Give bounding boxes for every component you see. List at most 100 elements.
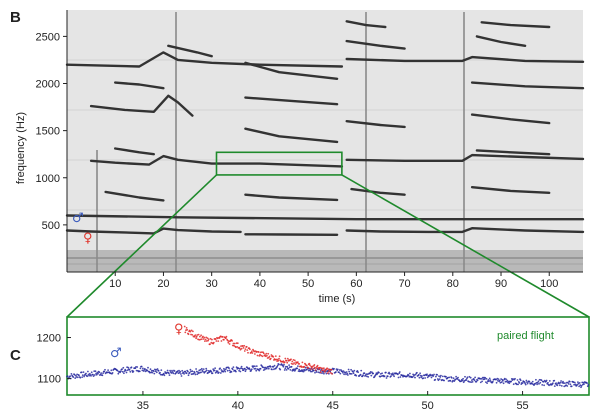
frequency-point	[232, 342, 235, 345]
frequency-point	[426, 376, 429, 379]
frequency-point	[331, 373, 333, 375]
frequency-point	[206, 337, 209, 340]
frequency-point	[553, 385, 556, 387]
frequency-point	[471, 381, 474, 383]
x-tick-label-b: 70	[398, 278, 410, 290]
frequency-point	[250, 369, 253, 372]
frequency-point	[512, 383, 515, 386]
frequency-point	[277, 359, 280, 362]
frequency-point	[207, 338, 210, 341]
frequency-point	[270, 354, 273, 356]
frequency-point	[348, 370, 351, 373]
frequency-point	[370, 374, 373, 377]
frequency-point	[441, 375, 444, 378]
frequency-point	[292, 363, 294, 365]
frequency-point	[352, 370, 354, 373]
frequency-point	[426, 373, 428, 376]
frequency-point	[307, 366, 309, 369]
frequency-point	[85, 372, 87, 375]
frequency-point	[212, 341, 215, 344]
frequency-point	[180, 375, 183, 377]
frequency-point	[185, 327, 188, 329]
frequency-point	[283, 363, 285, 366]
frequency-point	[367, 376, 370, 378]
frequency-point	[343, 373, 345, 376]
frequency-point	[506, 379, 509, 382]
frequency-point	[580, 384, 583, 387]
frequency-point	[179, 370, 182, 373]
frequency-point	[264, 368, 266, 371]
frequency-point	[244, 348, 247, 350]
frequency-point	[170, 372, 173, 374]
frequency-point	[226, 369, 229, 372]
frequency-point	[497, 378, 500, 380]
frequency-point	[290, 365, 293, 368]
frequency-point	[438, 375, 440, 377]
frequency-point	[255, 369, 258, 372]
frequency-point	[567, 383, 570, 385]
frequency-point	[202, 338, 205, 340]
frequency-point	[267, 367, 270, 370]
frequency-point	[240, 365, 243, 368]
frequency-point	[524, 382, 526, 385]
frequency-point	[328, 370, 330, 373]
frequency-point	[398, 371, 401, 373]
frequency-point	[166, 369, 169, 372]
frequency-point	[562, 382, 565, 384]
frequency-point	[69, 375, 72, 377]
frequency-point	[345, 373, 347, 376]
frequency-point	[205, 369, 208, 372]
frequency-point	[422, 377, 425, 380]
frequency-point	[250, 368, 253, 371]
frequency-point	[411, 376, 414, 379]
frequency-point	[397, 373, 399, 376]
frequency-point	[573, 381, 576, 384]
frequency-point	[283, 361, 286, 364]
frequency-point	[94, 370, 97, 373]
frequency-point	[197, 333, 200, 336]
frequency-point	[196, 373, 199, 376]
frequency-point	[186, 328, 189, 331]
frequency-point	[82, 371, 85, 373]
harmonic-trace	[65, 214, 585, 221]
frequency-point	[193, 372, 196, 374]
frequency-point	[330, 368, 333, 371]
frequency-point	[243, 367, 246, 370]
frequency-point	[457, 376, 459, 379]
frequency-point	[414, 376, 416, 379]
harmonic-trace	[114, 147, 155, 156]
frequency-point	[74, 377, 77, 379]
frequency-point	[468, 375, 471, 378]
frequency-point	[245, 368, 248, 371]
frequency-point	[235, 370, 237, 373]
frequency-point	[250, 350, 253, 353]
frequency-point	[203, 336, 206, 339]
frequency-point	[224, 368, 227, 371]
frequency-point	[154, 370, 157, 373]
frequency-point	[223, 338, 225, 341]
frequency-point	[471, 379, 473, 381]
frequency-point	[155, 368, 158, 371]
frequency-point	[209, 343, 211, 346]
frequency-point	[147, 366, 149, 369]
frequency-point	[559, 384, 561, 387]
frequency-point	[193, 335, 196, 338]
frequency-point	[316, 371, 318, 373]
frequency-point	[73, 373, 76, 376]
frequency-point	[314, 371, 316, 374]
x-tick-label-b: 40	[254, 278, 266, 290]
frequency-point	[122, 366, 125, 369]
frequency-point	[254, 365, 256, 368]
frequency-point	[465, 379, 468, 381]
frequency-point	[195, 368, 198, 370]
frequency-point	[545, 379, 548, 382]
frequency-point	[173, 370, 176, 372]
frequency-point	[249, 368, 251, 371]
frequency-point	[321, 372, 323, 375]
frequency-point	[81, 374, 84, 376]
frequency-point	[178, 369, 180, 372]
frequency-point	[217, 340, 220, 342]
frequency-point	[279, 368, 282, 371]
frequency-point	[220, 340, 223, 342]
